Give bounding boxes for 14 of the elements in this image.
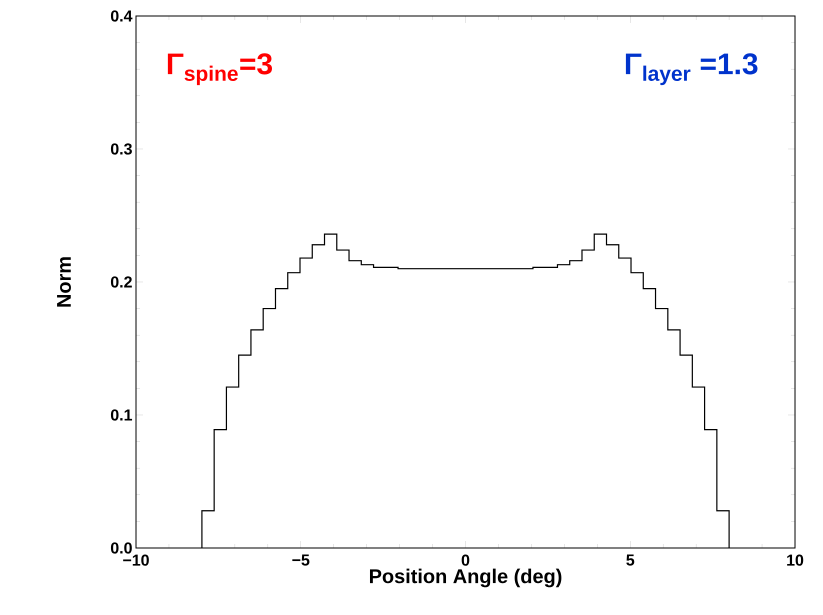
annotation: Γ$_{layer}$ =1.3 (626, 53, 758, 86)
annotation: Γ$_{spine}$=3 (168, 53, 272, 86)
x-tick-label: −10 (123, 554, 149, 566)
y-tick-label: 0.0 (110, 542, 132, 554)
x-tick-label: −5 (292, 554, 310, 566)
y-axis-title: Norm (57, 257, 71, 307)
y-tick-label: 0.3 (110, 143, 132, 155)
x-tick-label: 10 (787, 554, 804, 566)
y-tick-label: 0.2 (110, 276, 132, 288)
x-axis-title: Position Angle (deg) (370, 568, 562, 588)
x-tick-label: 0 (462, 554, 470, 566)
x-tick-label: 5 (626, 554, 634, 566)
y-tick-label: 0.1 (110, 409, 132, 421)
y-tick-label: 0.4 (110, 10, 132, 22)
